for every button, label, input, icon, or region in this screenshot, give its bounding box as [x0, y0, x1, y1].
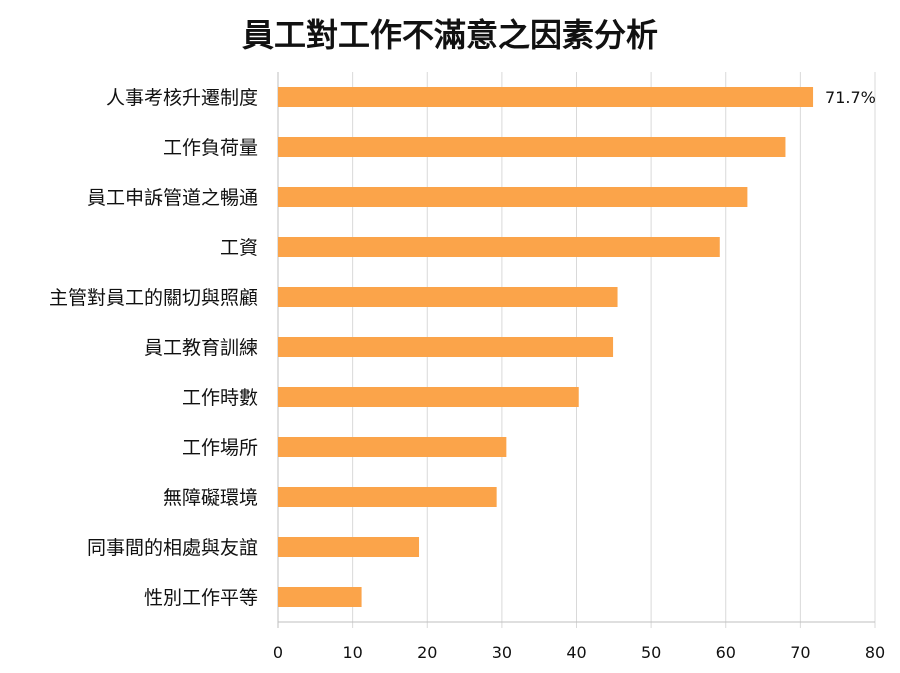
bar [278, 287, 618, 307]
category-label: 員工申訴管道之暢通 [87, 187, 258, 209]
bar [278, 437, 507, 457]
x-tick-label: 50 [641, 643, 661, 662]
bar [278, 187, 748, 207]
bar [278, 137, 786, 157]
x-tick-label: 20 [417, 643, 437, 662]
bars [278, 87, 814, 607]
bar [278, 587, 362, 607]
category-label: 員工教育訓練 [144, 337, 258, 359]
category-label: 無障礙環境 [163, 487, 258, 509]
x-tick-label: 80 [865, 643, 885, 662]
chart-title: 員工對工作不滿意之因素分析 [241, 16, 658, 54]
category-label: 性別工作平等 [144, 587, 258, 609]
category-labels: 人事考核升遷制度工作負荷量員工申訴管道之暢通工資主管對員工的關切與照顧員工教育訓… [49, 87, 258, 609]
x-tick-label: 60 [716, 643, 736, 662]
bar [278, 537, 420, 557]
bar [278, 487, 497, 507]
category-label: 人事考核升遷制度 [106, 87, 258, 109]
bar [278, 87, 814, 107]
category-label: 工作時數 [182, 387, 258, 409]
bar [278, 237, 720, 257]
category-label: 工作場所 [182, 437, 258, 459]
category-label: 主管對員工的關切與照顧 [49, 287, 258, 309]
x-tick-label: 10 [342, 643, 362, 662]
category-label: 工資 [220, 237, 258, 259]
x-axis-ticks: 0 10 20 30 40 50 60 70 80 [273, 643, 885, 662]
x-tick-label: 0 [273, 643, 283, 662]
data-labels: 71.7% [825, 88, 876, 107]
bar [278, 337, 614, 357]
bar [278, 387, 579, 407]
category-label: 同事間的相處與友誼 [87, 537, 258, 559]
data-label: 71.7% [825, 88, 876, 107]
x-tick-label: 30 [492, 643, 512, 662]
x-tick-label: 70 [790, 643, 810, 662]
category-label: 工作負荷量 [163, 137, 258, 159]
x-tick-label: 40 [566, 643, 586, 662]
